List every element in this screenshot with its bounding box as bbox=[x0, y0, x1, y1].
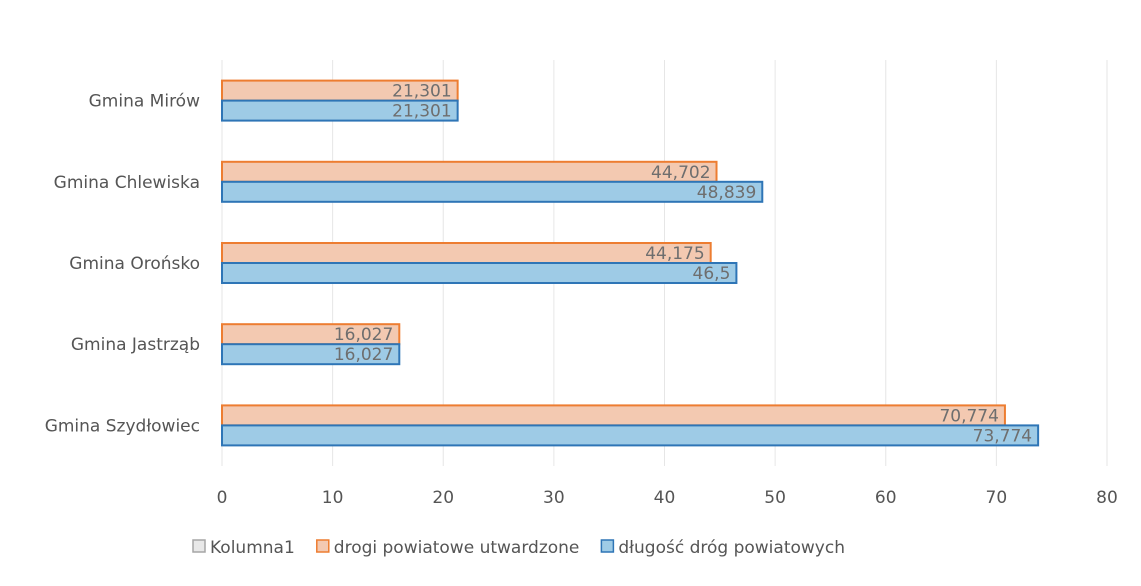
x-tick-label: 80 bbox=[1096, 488, 1118, 508]
bar-dlugosc bbox=[221, 343, 401, 366]
category-label: Gmina Orońsko bbox=[69, 254, 200, 274]
bar-utwardzone bbox=[221, 242, 712, 264]
bar-dlugosc bbox=[221, 424, 1040, 447]
x-tick-label: 0 bbox=[217, 488, 228, 508]
bar-utwardzone bbox=[221, 404, 1006, 427]
data-label: 44,175 bbox=[645, 244, 704, 264]
data-label: 16,027 bbox=[334, 345, 393, 365]
x-tick-label: 60 bbox=[875, 488, 897, 508]
category-label: Gmina Jastrząb bbox=[71, 335, 200, 355]
category-labels: Gmina Mirów Gmina Chlewiska Gmina Orońsko G… bbox=[45, 92, 200, 437]
category-label: Gmina Mirów bbox=[89, 92, 200, 112]
legend-swatch bbox=[600, 539, 615, 553]
x-tick-label: 40 bbox=[654, 488, 676, 508]
bar-utwardzone bbox=[221, 160, 718, 183]
bar-dlugosc bbox=[221, 99, 459, 122]
legend-swatch bbox=[192, 539, 206, 553]
legend-label: drogi powiatowe utwardzone bbox=[334, 538, 580, 558]
x-axis-ticks: 0 10 20 30 40 50 60 70 80 bbox=[217, 488, 1118, 508]
x-tick-label: 20 bbox=[432, 488, 454, 508]
x-tick-label: 50 bbox=[764, 488, 786, 508]
legend-label: długość dróg powiatowych bbox=[618, 538, 845, 558]
data-label: 21,301 bbox=[392, 82, 451, 102]
category-label: Gmina Chlewiska bbox=[54, 173, 200, 193]
legend: Kolumna1 drogi powiatowe utwardzone długoś… bbox=[192, 538, 845, 558]
bar-dlugosc bbox=[221, 180, 764, 203]
bar-dlugosc bbox=[221, 262, 738, 284]
data-label: 48,839 bbox=[697, 183, 756, 203]
data-label: 73,774 bbox=[973, 426, 1032, 446]
data-label: 70,774 bbox=[939, 406, 998, 426]
legend-swatch bbox=[316, 539, 330, 553]
data-label: 44,702 bbox=[651, 163, 710, 183]
x-tick-label: 70 bbox=[986, 488, 1008, 508]
x-tick-label: 10 bbox=[322, 488, 344, 508]
data-label: 46,5 bbox=[693, 264, 731, 284]
legend-label: Kolumna1 bbox=[210, 538, 295, 558]
data-label: 21,301 bbox=[392, 102, 451, 122]
x-tick-label: 30 bbox=[543, 488, 565, 508]
data-label: 16,027 bbox=[334, 325, 393, 345]
category-label: Gmina Szydłowiec bbox=[45, 416, 200, 436]
